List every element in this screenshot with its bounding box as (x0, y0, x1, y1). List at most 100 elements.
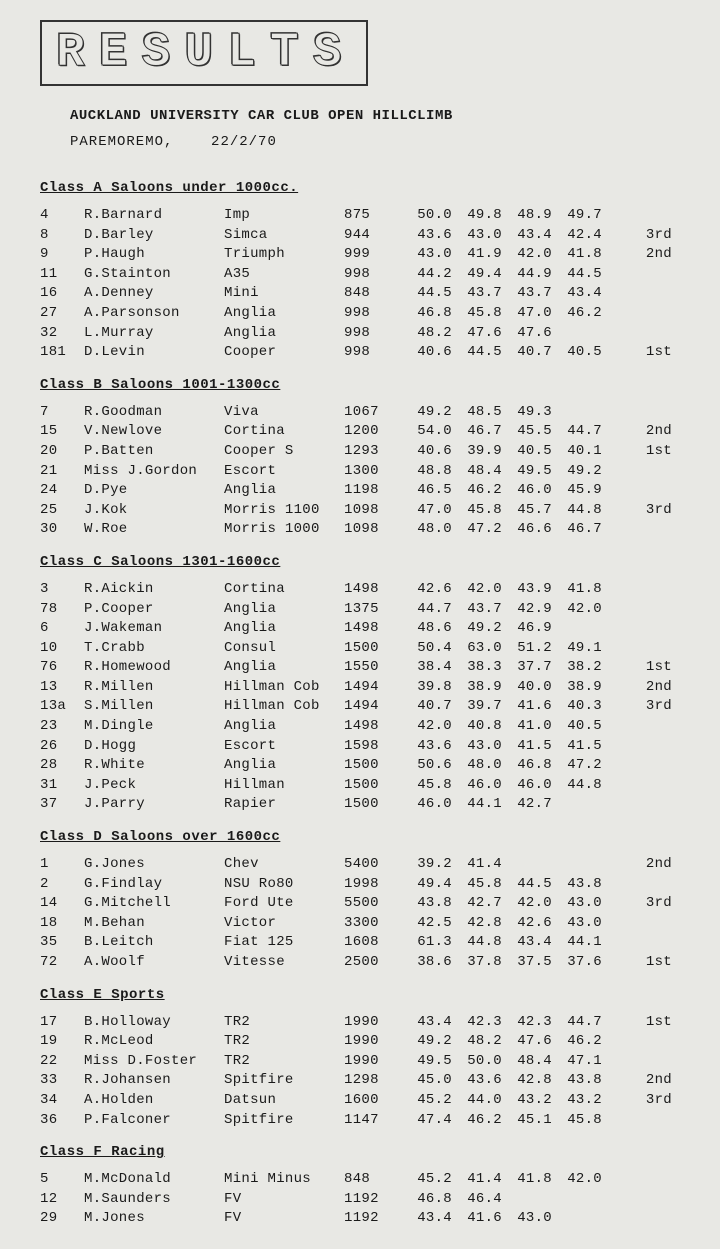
result-row: 31J.PeckHillman150045.846.046.044.8 (40, 776, 690, 796)
time-1: 43.8 (402, 894, 452, 914)
time-1: 48.6 (402, 619, 452, 639)
driver-name: R.Johansen (84, 1071, 224, 1091)
engine-cc: 1990 (344, 1013, 402, 1033)
engine-cc: 1608 (344, 933, 402, 953)
result-row: 18M.BehanVictor330042.542.842.643.0 (40, 914, 690, 934)
car-model: Anglia (224, 756, 344, 776)
entry-number: 26 (40, 737, 84, 757)
placing (602, 462, 672, 482)
driver-name: R.Homewood (84, 658, 224, 678)
result-row: 26D.HoggEscort159843.643.041.541.5 (40, 737, 690, 757)
placing: 3rd (602, 894, 672, 914)
time-1: 45.8 (402, 776, 452, 796)
placing (602, 1032, 672, 1052)
time-4: 42.0 (552, 1170, 602, 1190)
driver-name: D.Levin (84, 343, 224, 363)
car-model: Hillman Cob (224, 697, 344, 717)
entry-number: 9 (40, 245, 84, 265)
result-row: 5M.McDonaldMini Minus84845.241.441.842.0 (40, 1170, 690, 1190)
engine-cc: 1990 (344, 1032, 402, 1052)
result-row: 19R.McLeodTR2199049.248.247.646.2 (40, 1032, 690, 1052)
car-model: Morris 1000 (224, 520, 344, 540)
entry-number: 4 (40, 206, 84, 226)
result-row: 32L.MurrayAnglia99848.247.647.6 (40, 324, 690, 344)
class-header: Class E Sports (40, 987, 690, 1003)
placing (602, 1111, 672, 1131)
time-2: 42.7 (452, 894, 502, 914)
time-2: 45.8 (452, 501, 502, 521)
placing (602, 875, 672, 895)
car-model: TR2 (224, 1013, 344, 1033)
car-model: Morris 1100 (224, 501, 344, 521)
time-4: 40.5 (552, 717, 602, 737)
time-3: 42.9 (502, 600, 552, 620)
time-3 (502, 855, 552, 875)
engine-cc: 1494 (344, 678, 402, 698)
driver-name: A.Holden (84, 1091, 224, 1111)
entry-number: 31 (40, 776, 84, 796)
time-4: 40.5 (552, 343, 602, 363)
driver-name: M.Dingle (84, 717, 224, 737)
engine-cc: 1498 (344, 580, 402, 600)
time-2: 63.0 (452, 639, 502, 659)
time-2: 41.4 (452, 855, 502, 875)
time-3: 49.5 (502, 462, 552, 482)
time-2: 44.5 (452, 343, 502, 363)
entry-number: 10 (40, 639, 84, 659)
car-model: FV (224, 1190, 344, 1210)
time-3: 41.0 (502, 717, 552, 737)
event-meta: PAREMOREMO, 22/2/70 (70, 134, 690, 150)
time-2: 39.7 (452, 697, 502, 717)
driver-name: B.Holloway (84, 1013, 224, 1033)
time-4: 45.8 (552, 1111, 602, 1131)
entry-number: 11 (40, 265, 84, 285)
car-model: Viva (224, 403, 344, 423)
engine-cc: 2500 (344, 953, 402, 973)
time-4: 49.1 (552, 639, 602, 659)
time-3: 43.2 (502, 1091, 552, 1111)
time-4: 46.2 (552, 1032, 602, 1052)
car-model: Hillman (224, 776, 344, 796)
car-model: Ford Ute (224, 894, 344, 914)
engine-cc: 998 (344, 265, 402, 285)
time-1: 61.3 (402, 933, 452, 953)
result-row: 35B.LeitchFiat 125160861.344.843.444.1 (40, 933, 690, 953)
entry-number: 29 (40, 1209, 84, 1229)
result-row: 25J.KokMorris 1100109847.045.845.744.83r… (40, 501, 690, 521)
time-2: 46.2 (452, 481, 502, 501)
result-row: 4R.BarnardImp87550.049.848.949.7 (40, 206, 690, 226)
entry-number: 5 (40, 1170, 84, 1190)
time-2: 44.1 (452, 795, 502, 815)
time-1: 49.5 (402, 1052, 452, 1072)
time-1: 42.6 (402, 580, 452, 600)
car-model: Mini Minus (224, 1170, 344, 1190)
time-3: 44.5 (502, 875, 552, 895)
time-4: 43.8 (552, 875, 602, 895)
placing (602, 639, 672, 659)
entry-number: 20 (40, 442, 84, 462)
class-header: Class B Saloons 1001-1300cc (40, 377, 690, 393)
placing: 2nd (602, 678, 672, 698)
result-row: 9P.HaughTriumph99943.041.942.041.82nd (40, 245, 690, 265)
entry-number: 32 (40, 324, 84, 344)
engine-cc: 1500 (344, 795, 402, 815)
entry-number: 23 (40, 717, 84, 737)
entry-number: 15 (40, 422, 84, 442)
results-sheet: RESULTS AUCKLAND UNIVERSITY CAR CLUB OPE… (0, 0, 720, 1249)
time-3: 49.3 (502, 403, 552, 423)
result-row: 13aS.MillenHillman Cob149440.739.741.640… (40, 697, 690, 717)
time-1: 45.2 (402, 1170, 452, 1190)
class-header: Class C Saloons 1301-1600cc (40, 554, 690, 570)
time-4: 44.8 (552, 776, 602, 796)
time-3: 45.7 (502, 501, 552, 521)
time-2: 41.6 (452, 1209, 502, 1229)
time-2: 44.8 (452, 933, 502, 953)
time-4: 46.7 (552, 520, 602, 540)
driver-name: R.Millen (84, 678, 224, 698)
placing (602, 933, 672, 953)
entry-number: 18 (40, 914, 84, 934)
result-row: 24D.PyeAnglia119846.546.246.045.9 (40, 481, 690, 501)
time-4: 43.4 (552, 284, 602, 304)
result-row: 8D.BarleySimca94443.643.043.442.43rd (40, 226, 690, 246)
time-3: 43.0 (502, 1209, 552, 1229)
